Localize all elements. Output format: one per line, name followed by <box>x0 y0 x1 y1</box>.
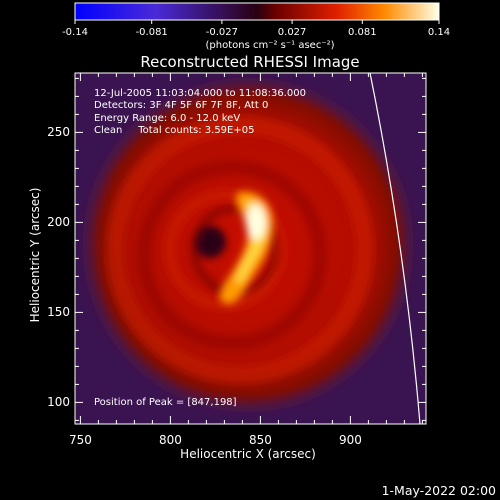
y-tick-label: 250 <box>47 125 70 140</box>
plot-frame <box>74 72 427 425</box>
footer-timestamp: 1-May-2022 02:00 <box>381 483 496 498</box>
colorbar <box>74 2 440 21</box>
observation-annotations: 12-Jul-2005 11:03:04.000 to 11:08:36.000… <box>94 88 306 137</box>
colorbar-tick-label: -0.027 <box>205 27 239 38</box>
annotation-detectors: Detectors: 3F 4F 5F 6F 7F 8F, Att 0 <box>94 100 269 112</box>
colorbar-tick-label: 0.14 <box>427 27 451 38</box>
colorbar-tick-label: -0.14 <box>62 27 88 38</box>
colorbar-tick-label: 0.081 <box>347 27 377 38</box>
axis-tick-marks <box>75 73 426 424</box>
x-tick-label: 750 <box>68 433 92 447</box>
x-axis-label: Heliocentric X (arcsec) <box>180 447 316 461</box>
y-tick-label: 200 <box>47 215 70 230</box>
y-tick-label: 150 <box>47 305 70 320</box>
colorbar-tick-label: -0.081 <box>135 27 168 38</box>
heatmap-image <box>75 73 426 424</box>
x-tick-label: 800 <box>158 433 182 447</box>
annotation-time: 12-Jul-2005 11:03:04.000 to 11:08:36.000 <box>94 88 306 99</box>
hot-emission-source <box>219 191 274 305</box>
annotation-energy: Energy Range: 6.0 - 12.0 keV <box>94 112 241 124</box>
y-axis-label: Heliocentric Y (arcsec) <box>28 187 42 323</box>
annotation-clean: Clean Total counts: 3.59E+05 <box>94 124 255 136</box>
x-tick-label: 900 <box>338 433 362 447</box>
colorbar-tick-label: 0.027 <box>277 27 307 38</box>
chart-title: Reconstructed RHESSI Image <box>140 53 360 71</box>
colorbar-units: (photons cm⁻² s⁻¹ asec⁻²) <box>205 40 335 51</box>
x-tick-label: 850 <box>248 433 272 447</box>
peak-position-label: Position of Peak = [847,198] <box>94 397 237 408</box>
solar-limb <box>369 72 421 425</box>
colorbar-tick-marks <box>74 20 440 24</box>
y-tick-label: 100 <box>47 395 70 410</box>
